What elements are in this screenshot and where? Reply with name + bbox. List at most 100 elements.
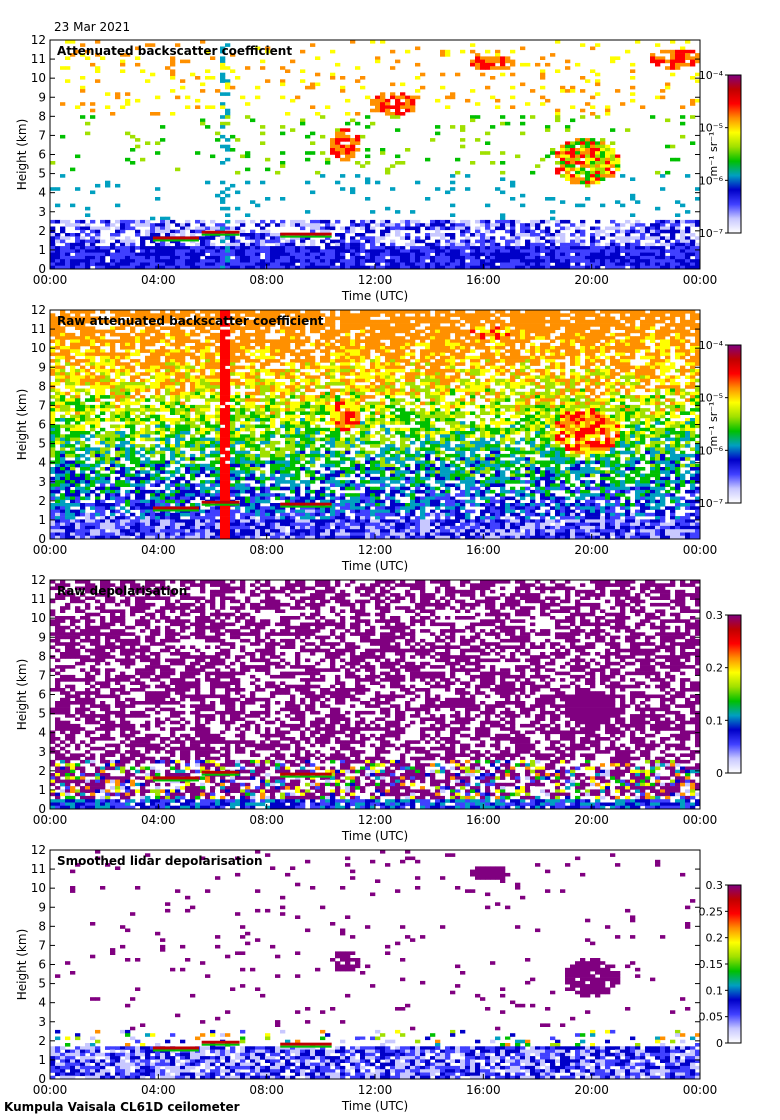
colorbar-tick-label: 10⁻⁵ bbox=[699, 122, 723, 135]
colorbar-tick-label: 0.2 bbox=[706, 662, 724, 675]
colorbar-tick-label: 10⁻⁴ bbox=[699, 339, 724, 352]
x-tick-label: 12:00 bbox=[358, 543, 393, 557]
colorbar-tick-label: 0.1 bbox=[706, 714, 724, 727]
heatmap-field bbox=[50, 310, 700, 539]
colorbar-unit-label: m⁻¹ sr⁻¹ bbox=[707, 402, 720, 447]
colorbar-tick-label: 0.3 bbox=[706, 609, 724, 622]
y-tick-label: 1 bbox=[38, 1053, 46, 1067]
y-tick-label: 6 bbox=[38, 688, 46, 702]
y-tick-label: 0 bbox=[38, 802, 46, 816]
x-tick-label: 08:00 bbox=[249, 813, 284, 827]
y-axis-label: Height (km) bbox=[15, 929, 29, 1000]
y-tick-label: 8 bbox=[38, 649, 46, 663]
colorbar-tick-label: 10⁻⁷ bbox=[699, 497, 723, 510]
y-tick-label: 2 bbox=[38, 1034, 46, 1048]
y-axis-label: Height (km) bbox=[15, 119, 29, 190]
colorbar-tick-label: 10⁻⁶ bbox=[699, 444, 724, 457]
colorbar bbox=[727, 344, 742, 504]
x-tick-label: 08:00 bbox=[249, 1083, 284, 1097]
colorbar-tick-label: 0.05 bbox=[699, 1011, 724, 1024]
colorbar-tick-label: 0.3 bbox=[706, 879, 724, 892]
x-tick-label: 04:00 bbox=[141, 813, 176, 827]
y-tick-label: 0 bbox=[38, 262, 46, 276]
x-tick-label: 16:00 bbox=[466, 1083, 501, 1097]
colorbar bbox=[727, 884, 742, 1044]
y-tick-label: 12 bbox=[31, 573, 46, 587]
y-tick-label: 6 bbox=[38, 418, 46, 432]
y-tick-label: 0 bbox=[38, 532, 46, 546]
y-tick-label: 1 bbox=[38, 243, 46, 257]
y-tick-label: 2 bbox=[38, 224, 46, 238]
panel-title: Raw attenuated backscatter coefficient bbox=[57, 314, 324, 328]
y-tick-label: 3 bbox=[38, 475, 46, 489]
y-tick-label: 11 bbox=[31, 862, 46, 876]
x-tick-label: 12:00 bbox=[358, 1083, 393, 1097]
x-tick-label: 20:00 bbox=[574, 543, 609, 557]
y-tick-label: 4 bbox=[38, 726, 46, 740]
y-tick-label: 6 bbox=[38, 958, 46, 972]
y-tick-label: 5 bbox=[38, 707, 46, 721]
y-tick-label: 5 bbox=[38, 977, 46, 991]
y-tick-label: 11 bbox=[31, 592, 46, 606]
x-axis-label: Time (UTC) bbox=[341, 829, 408, 843]
y-axis-label: Height (km) bbox=[15, 389, 29, 460]
x-tick-label: 16:00 bbox=[466, 273, 501, 287]
y-tick-label: 9 bbox=[38, 900, 46, 914]
colorbar bbox=[727, 74, 742, 234]
y-tick-label: 10 bbox=[31, 71, 46, 85]
colorbar-tick-label: 0 bbox=[716, 767, 723, 780]
x-tick-label: 00:00 bbox=[683, 813, 718, 827]
y-tick-label: 8 bbox=[38, 919, 46, 933]
colorbar-tick-label: 10⁻⁵ bbox=[699, 392, 723, 405]
x-axis-label: Time (UTC) bbox=[341, 559, 408, 573]
y-tick-label: 7 bbox=[38, 938, 46, 952]
x-tick-label: 20:00 bbox=[574, 1083, 609, 1097]
heatmap-field bbox=[50, 850, 700, 1079]
x-tick-label: 12:00 bbox=[358, 273, 393, 287]
x-tick-label: 00:00 bbox=[33, 1083, 68, 1097]
colorbar-tick-label: 0.15 bbox=[699, 958, 724, 971]
panel-title: Attenuated backscatter coefficient bbox=[57, 44, 292, 58]
y-tick-label: 5 bbox=[38, 167, 46, 181]
x-tick-label: 12:00 bbox=[358, 813, 393, 827]
y-tick-label: 10 bbox=[31, 881, 46, 895]
x-tick-label: 00:00 bbox=[683, 543, 718, 557]
y-tick-label: 7 bbox=[38, 398, 46, 412]
colorbar-unit-label: m⁻¹ sr⁻¹ bbox=[707, 132, 720, 177]
panel-title: Smoothed lidar depolarisation bbox=[57, 854, 263, 868]
y-tick-label: 2 bbox=[38, 764, 46, 778]
y-tick-label: 6 bbox=[38, 148, 46, 162]
x-tick-label: 20:00 bbox=[574, 273, 609, 287]
x-tick-label: 00:00 bbox=[683, 273, 718, 287]
y-tick-label: 4 bbox=[38, 456, 46, 470]
x-tick-label: 04:00 bbox=[141, 1083, 176, 1097]
y-tick-label: 8 bbox=[38, 109, 46, 123]
x-tick-label: 00:00 bbox=[33, 273, 68, 287]
y-tick-label: 11 bbox=[31, 52, 46, 66]
y-tick-label: 11 bbox=[31, 322, 46, 336]
y-axis-label: Height (km) bbox=[15, 659, 29, 730]
y-tick-label: 12 bbox=[31, 843, 46, 857]
x-tick-label: 00:00 bbox=[683, 1083, 718, 1097]
colorbar-tick-label: 10⁻⁷ bbox=[699, 227, 723, 240]
x-tick-label: 04:00 bbox=[141, 273, 176, 287]
y-tick-label: 10 bbox=[31, 341, 46, 355]
y-tick-label: 12 bbox=[31, 303, 46, 317]
y-tick-label: 2 bbox=[38, 494, 46, 508]
y-tick-label: 9 bbox=[38, 90, 46, 104]
colorbar-tick-label: 10⁻⁶ bbox=[699, 174, 724, 187]
heatmap-field bbox=[50, 580, 700, 809]
date-label: 23 Mar 2021 bbox=[54, 20, 131, 34]
x-axis-label: Time (UTC) bbox=[341, 289, 408, 303]
x-tick-label: 20:00 bbox=[574, 813, 609, 827]
y-tick-label: 9 bbox=[38, 630, 46, 644]
instrument-label: Kumpula Vaisala CL61D ceilometer bbox=[4, 1100, 240, 1114]
y-tick-label: 4 bbox=[38, 186, 46, 200]
y-tick-label: 10 bbox=[31, 611, 46, 625]
y-tick-label: 12 bbox=[31, 33, 46, 47]
x-tick-label: 16:00 bbox=[466, 813, 501, 827]
